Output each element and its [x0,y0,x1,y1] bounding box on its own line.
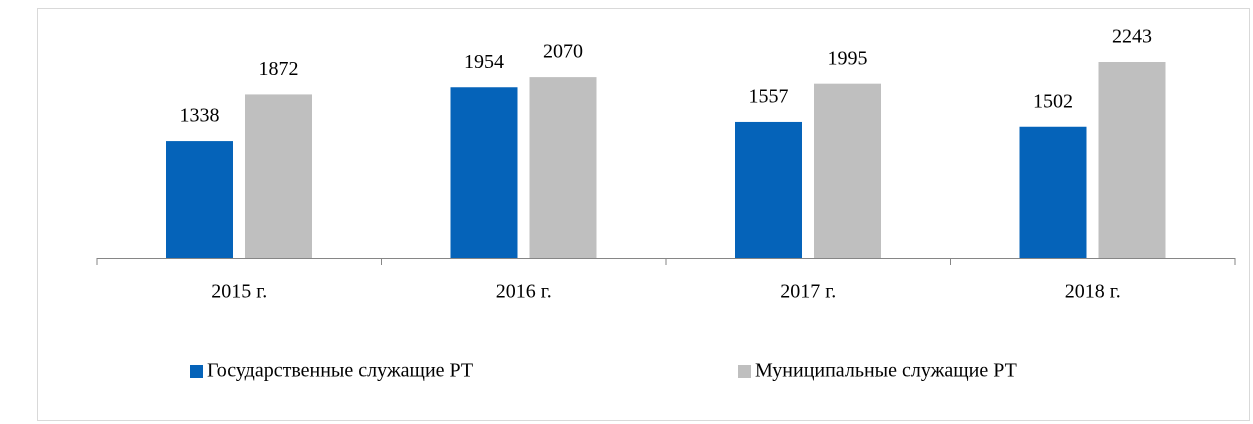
legend-label: Муниципальные служащие РТ [755,360,1017,382]
bar [1098,62,1166,258]
legend-label: Государственные служащие РТ [207,360,473,382]
bar [735,121,802,258]
x-tick-label: 2017 г. [780,281,836,303]
bar [529,77,597,259]
data-label: 2243 [1112,26,1152,48]
data-label: 1995 [828,47,868,69]
data-label: 1502 [1033,90,1073,112]
bar [245,94,312,258]
legend-swatch [738,365,751,378]
data-label: 1338 [180,105,220,127]
data-label: 1954 [464,51,504,73]
data-label: 1557 [749,86,789,108]
bar [166,141,233,258]
data-label: 2070 [543,41,583,63]
x-tick-label: 2016 г. [496,281,552,303]
x-tick-label: 2015 г. [211,281,267,303]
legend-swatch [190,365,203,378]
bar [1019,126,1087,258]
bar [450,87,518,258]
x-tick-label: 2018 г. [1065,281,1121,303]
bar [814,83,881,258]
data-label: 1872 [259,58,299,80]
